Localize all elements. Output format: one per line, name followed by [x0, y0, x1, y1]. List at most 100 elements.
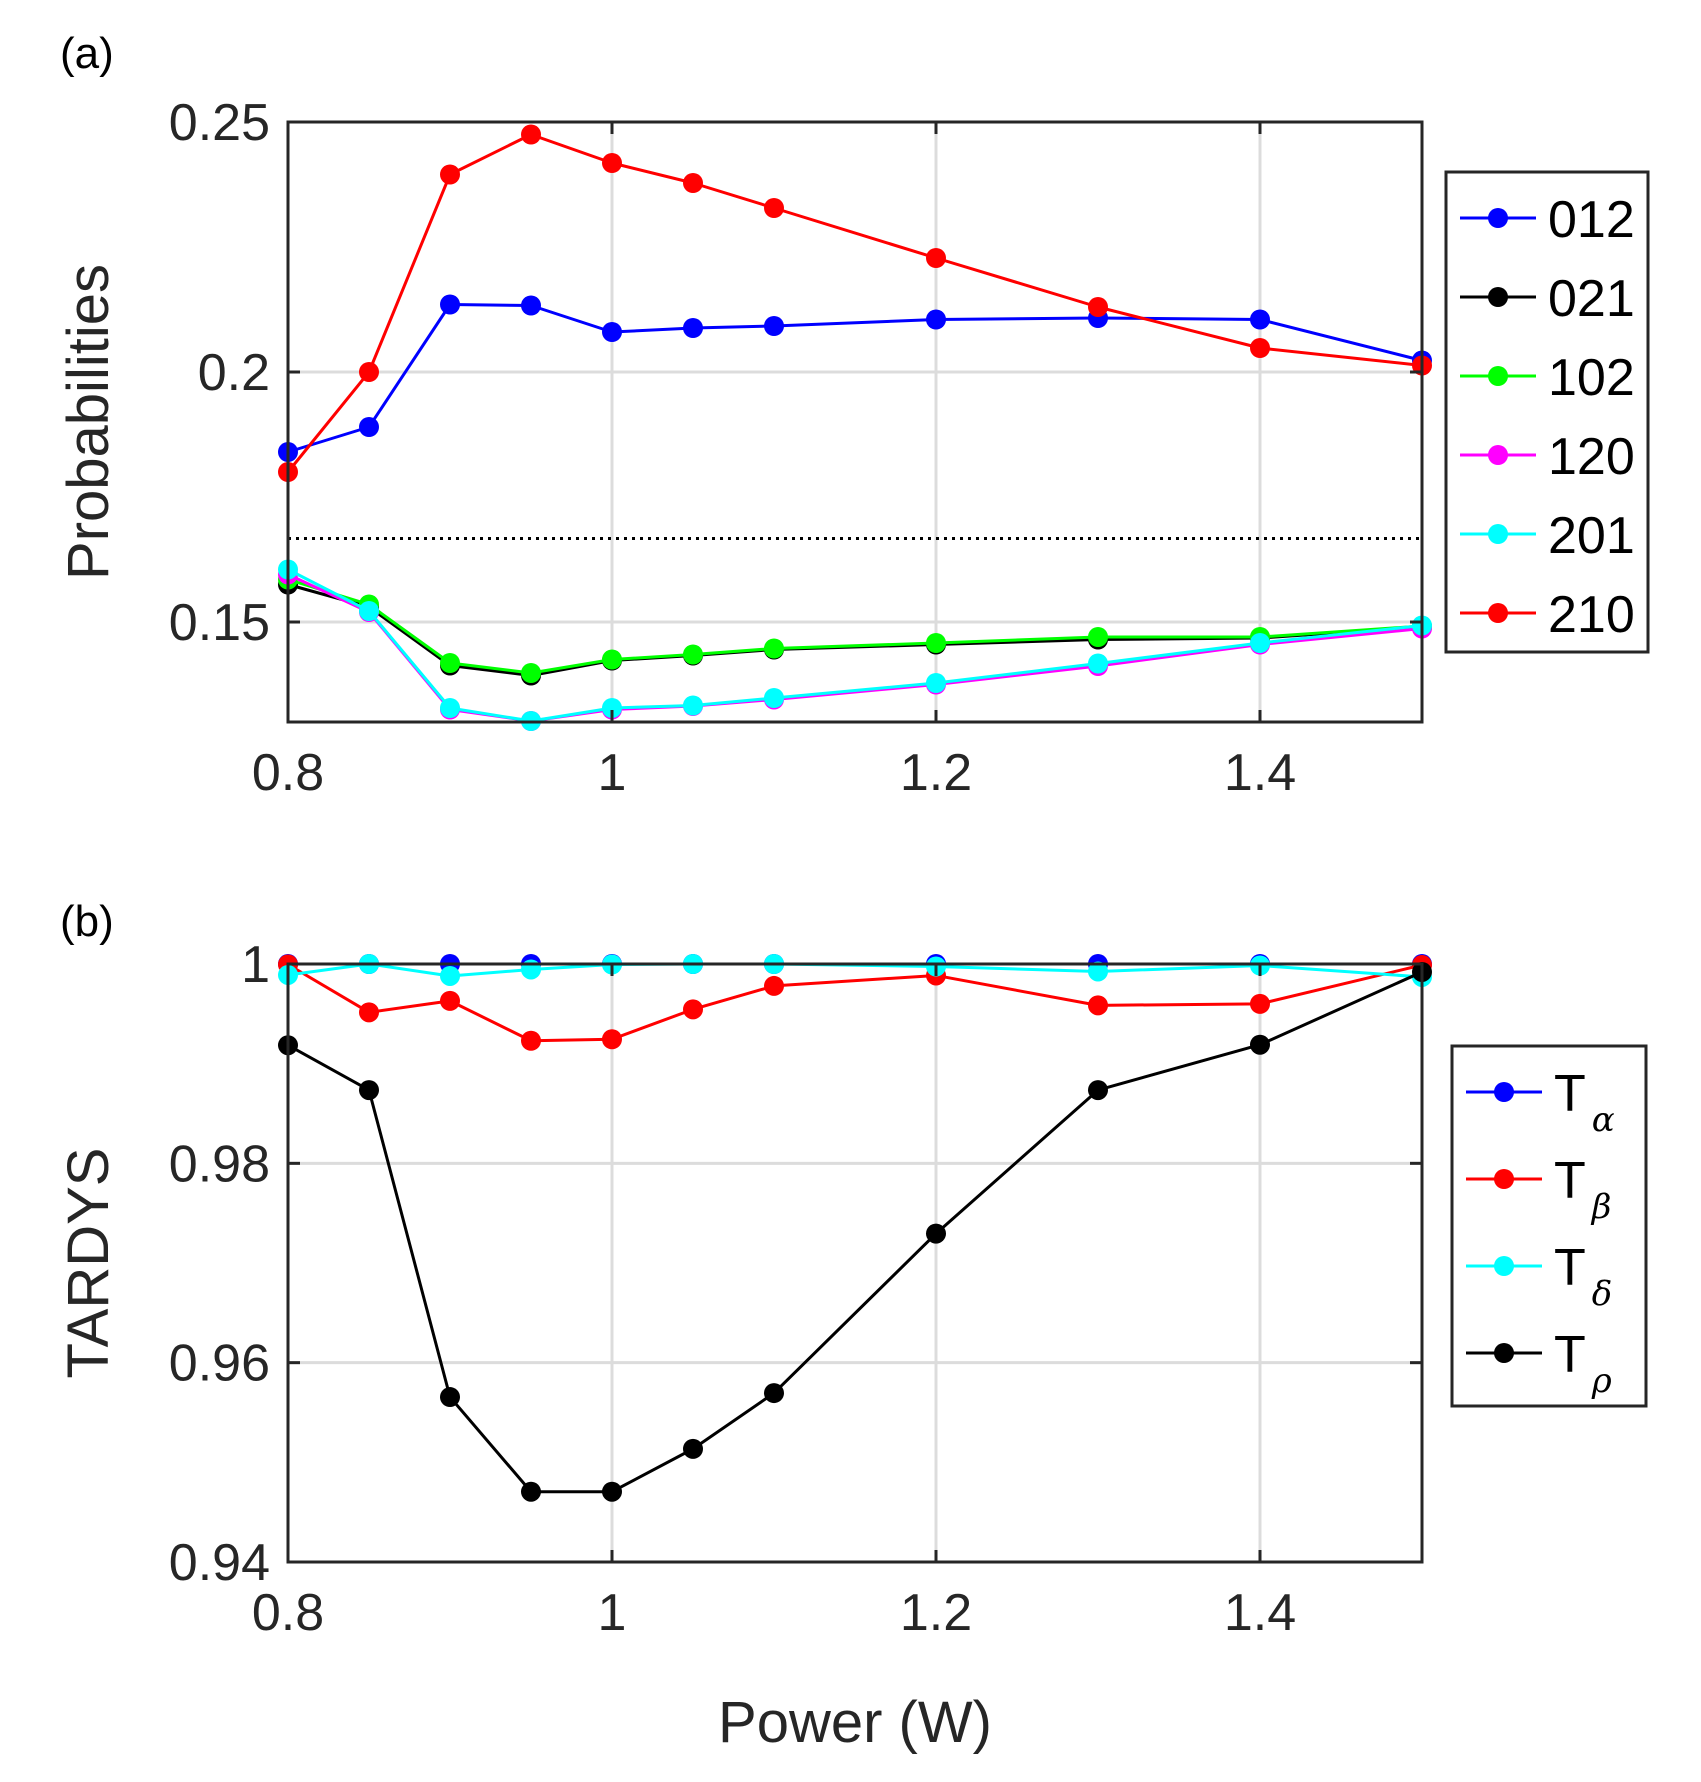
b-legend-marker [1494, 1169, 1514, 1189]
panel-a-x-tick-labels: 0.8 1 1.2 1.4 [252, 744, 1296, 802]
b-y-tick-label: 0.94 [169, 1534, 270, 1592]
a-data-point-201 [683, 695, 703, 716]
b-data-point-t-δ [521, 959, 541, 980]
a-data-point-012 [683, 318, 703, 338]
panel-b-x-axis-label: Power (W) [718, 1690, 992, 1755]
b-series-t-β [278, 954, 1432, 1051]
panel-b-x-tick-labels: 0.8 1 1.2 1.4 [252, 1584, 1296, 1642]
a-data-point-012 [764, 316, 784, 336]
a-data-point-201 [1088, 653, 1108, 674]
a-data-point-201 [602, 698, 622, 718]
a-y-tick-label: 0.2 [198, 344, 270, 402]
a-legend-marker [1488, 524, 1508, 544]
b-data-point-t-β [683, 999, 703, 1020]
a-x-tick-label: 1.4 [1224, 744, 1296, 802]
a-legend-item-012: 012 [1460, 191, 1635, 249]
a-data-point-210 [1088, 297, 1108, 317]
a-data-point-210 [683, 173, 703, 193]
a-legend-label: 210 [1548, 586, 1635, 644]
a-data-point-012 [1250, 309, 1270, 330]
panel-a-series-group [278, 124, 1432, 731]
a-data-point-210 [521, 124, 541, 145]
a-data-point-201 [926, 673, 946, 693]
b-data-point-t-β [1250, 993, 1270, 1014]
b-data-point-t-β [764, 975, 784, 996]
a-data-point-210 [440, 164, 460, 185]
panel-b: (b) 0.8 1 1.2 1.4 0.94 0.96 0.98 1 TARDYS Powe… [56, 897, 1648, 1755]
panel-b-tick-marks [286, 962, 1422, 1564]
b-series-t-ρ [278, 961, 1432, 1502]
panel-a-axes-box [286, 120, 1424, 724]
a-data-point-012 [602, 322, 622, 342]
b-data-point-t-β [359, 1002, 379, 1023]
a-data-point-102 [764, 638, 784, 659]
a-x-tick-label: 0.8 [252, 744, 324, 802]
b-data-point-t-ρ [359, 1080, 379, 1101]
b-data-point-t-ρ [764, 1383, 784, 1404]
b-data-point-t-β [1088, 995, 1108, 1016]
b-y-tick-label: 0.96 [169, 1335, 270, 1393]
panel-b-legend-box [1450, 1044, 1648, 1408]
a-legend-item-120: 120 [1460, 428, 1635, 486]
a-data-point-012 [440, 294, 460, 315]
panel-a-label: (a) [60, 29, 114, 78]
b-x-tick-label: 0.8 [252, 1584, 324, 1642]
b-data-point-t-ρ [683, 1438, 703, 1459]
panel-a-legend-box [1444, 170, 1650, 654]
b-data-point-t-δ [440, 965, 460, 986]
a-data-point-210 [764, 198, 784, 218]
b-data-point-t-ρ [1088, 1080, 1108, 1101]
a-data-point-102 [521, 663, 541, 683]
a-data-point-102 [440, 653, 460, 673]
b-legend-marker [1494, 1082, 1514, 1102]
b-data-point-t-ρ [521, 1481, 541, 1502]
b-data-point-t-ρ [926, 1223, 946, 1244]
a-series-012 [278, 294, 1432, 462]
a-legend-marker [1488, 445, 1508, 465]
panel-b-series-group [278, 954, 1432, 1502]
a-legend-item-210: 210 [1460, 586, 1635, 644]
a-data-point-102 [926, 633, 946, 653]
panel-b-y-tick-labels: 0.94 0.96 0.98 1 [169, 936, 270, 1592]
a-data-point-012 [359, 417, 379, 437]
panel-a-legend: 012 021 102 120 201 210 [1444, 170, 1650, 654]
a-data-point-210 [602, 153, 622, 173]
a-series-210 [278, 124, 1432, 482]
b-data-point-t-ρ [602, 1481, 622, 1502]
b-data-point-t-β [440, 990, 460, 1011]
a-legend-item-021: 021 [1460, 270, 1635, 328]
b-data-point-t-ρ [1250, 1034, 1270, 1055]
a-legend-item-102: 102 [1460, 349, 1635, 407]
b-x-tick-label: 1 [598, 1584, 627, 1642]
a-data-point-201 [440, 698, 460, 718]
a-legend-label: 012 [1548, 191, 1635, 249]
a-legend-marker [1488, 208, 1508, 228]
panel-b-axes-box [286, 962, 1424, 1564]
b-data-point-t-β [521, 1030, 541, 1051]
b-data-point-t-δ [1088, 961, 1108, 982]
a-legend-label: 120 [1548, 428, 1635, 486]
a-data-point-210 [359, 362, 379, 382]
a-legend-label: 021 [1548, 270, 1635, 328]
b-y-tick-label: 0.98 [169, 1135, 270, 1193]
a-x-tick-label: 1 [598, 744, 627, 802]
b-legend-marker [1494, 1343, 1514, 1363]
a-legend-label: 201 [1548, 507, 1635, 565]
a-data-point-201 [1250, 633, 1270, 653]
panel-a-tick-marks [286, 120, 1422, 722]
panel-b-plot-area [288, 964, 1422, 1562]
a-data-point-201 [764, 688, 784, 708]
a-x-tick-label: 1.2 [900, 744, 972, 802]
b-legend-marker [1494, 1256, 1514, 1276]
a-data-point-012 [521, 295, 541, 316]
a-legend-marker [1488, 287, 1508, 307]
a-data-point-102 [1088, 627, 1108, 647]
a-legend-label: 102 [1548, 349, 1635, 407]
a-data-point-210 [926, 248, 946, 268]
b-x-tick-label: 1.2 [900, 1584, 972, 1642]
panel-a-y-axis-label: Probabilities [56, 264, 121, 580]
panel-a: (a) 0.8 1 1.2 1.4 0.15 0.2 0.25 Probabilities… [56, 29, 1650, 802]
b-data-point-t-ρ [440, 1387, 460, 1408]
